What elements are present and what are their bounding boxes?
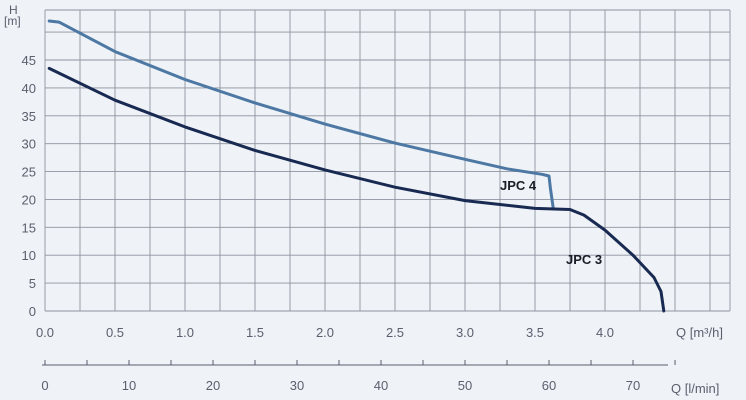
series-label-jpc4: JPC 4 [500,178,537,193]
x-tick-label: 1.5 [246,325,264,340]
x-axis-label: Q [m³/h] [676,325,723,340]
secondary-x-tick-label: 40 [374,378,388,393]
x-tick-label: 2.0 [316,325,334,340]
series-label-jpc3: JPC 3 [566,252,602,267]
y-tick-label: 15 [22,220,36,235]
tick-labels: 0 5 10 15 20 25 30 35 40 45 0.0 0.5 1.0 1.5 2.0 2.5 3.0 3… [22,53,676,393]
secondary-x-tick-label: 60 [542,378,556,393]
y-tick-label: 10 [22,248,36,263]
x-tick-label: 3.0 [456,325,474,340]
curves [47,19,666,313]
y-tick-label: 5 [29,276,36,291]
secondary-x-tick-label: 30 [290,378,304,393]
series-line-jpc4 [47,19,555,210]
secondary-x-tick-label: 70 [626,378,640,393]
secondary-x-tick-label: 20 [206,378,220,393]
secondary-x-axis-label: Q [l/min] [671,381,719,396]
y-tick-label: 25 [22,165,36,180]
x-tick-label: 2.5 [386,325,404,340]
x-tick-label: 3.5 [526,325,544,340]
y-tick-label: 30 [22,137,36,152]
secondary-x-tick-label: 0 [41,378,48,393]
axis-labels: H [m] Q [m³/h] Q [l/min] [4,3,723,396]
y-tick-label: 40 [22,81,36,96]
y-axis-unit: [m] [4,14,21,28]
y-tick-label: 20 [22,192,36,207]
y-tick-label: 35 [22,109,36,124]
series-line-jpc3 [47,66,666,313]
x-tick-label: 0.5 [106,325,124,340]
x-tick-label: 1.0 [176,325,194,340]
series-labels: JPC 4 JPC 3 [500,178,602,267]
grid [44,9,731,312]
y-tick-label: 0 [29,304,36,319]
secondary-x-tick-label: 50 [458,378,472,393]
y-axis-label: H [9,3,18,17]
x-tick-label: 0.0 [36,325,54,340]
secondary-x-tick-label: 10 [122,378,136,393]
x-tick-label: 4.0 [596,325,614,340]
y-tick-label: 45 [22,53,36,68]
